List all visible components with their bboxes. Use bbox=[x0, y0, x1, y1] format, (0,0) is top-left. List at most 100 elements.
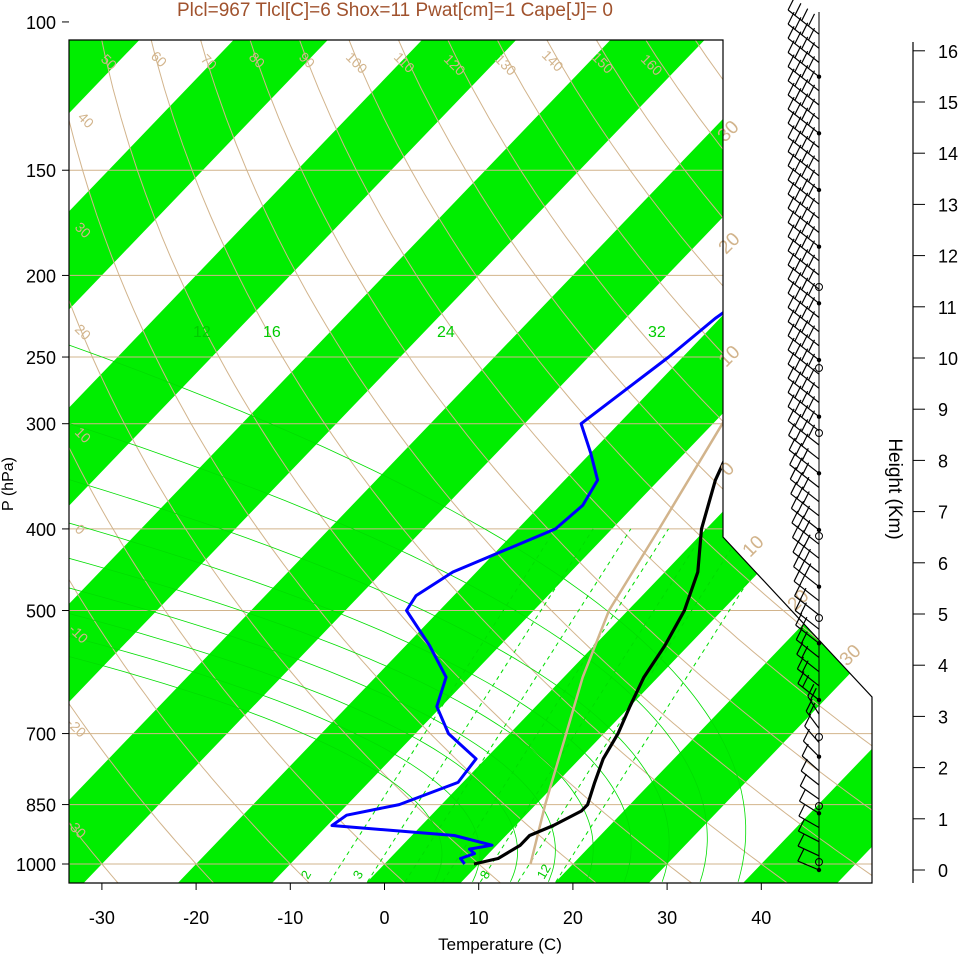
wind-level-dot bbox=[816, 641, 822, 646]
wind-barb bbox=[795, 624, 820, 644]
moist-adiabat-label: 12 bbox=[193, 324, 211, 341]
pressure-tick-label: 300 bbox=[26, 415, 56, 435]
pressure-axis: 100 150 200 250 300 400 500 700 850 1000 bbox=[16, 13, 69, 875]
wind-barb bbox=[787, 406, 820, 432]
mixing-ratio-line bbox=[555, 528, 782, 883]
wind-level-dot bbox=[816, 187, 822, 193]
dry-adiabat bbox=[69, 40, 326, 883]
moist-adiabat bbox=[69, 326, 443, 882]
x-tick-label: 30 bbox=[657, 908, 677, 928]
pressure-tick-label: 400 bbox=[26, 520, 56, 540]
isotherm-label: 20 bbox=[715, 229, 745, 259]
wind-barb bbox=[787, 250, 820, 276]
x-tick-label: -20 bbox=[183, 908, 209, 928]
wind-barb bbox=[792, 537, 820, 559]
height-tick-label: 3 bbox=[938, 707, 948, 727]
moist-adiabat bbox=[69, 326, 594, 882]
wind-barb bbox=[787, 179, 820, 205]
wind-barb bbox=[787, 94, 820, 120]
height-tick-label: 7 bbox=[938, 503, 948, 523]
wind-barb bbox=[787, 335, 820, 361]
wind-barb bbox=[787, 222, 820, 248]
x-tick-label: -30 bbox=[89, 908, 115, 928]
wind-barb-feather bbox=[800, 758, 808, 772]
mixing-ratio-label: 12 bbox=[534, 861, 554, 881]
height-tick-label: 13 bbox=[938, 195, 958, 215]
wind-barb bbox=[788, 449, 820, 474]
wind-barb bbox=[797, 845, 820, 857]
wind-level-dot bbox=[816, 357, 822, 363]
wind-barb-feather bbox=[787, 0, 794, 11]
wind-barb bbox=[788, 434, 820, 460]
wind-level-dot bbox=[816, 527, 822, 533]
moist-adiabat bbox=[69, 326, 519, 882]
dry-adiabat bbox=[69, 40, 229, 883]
wind-level-circle bbox=[815, 283, 823, 291]
wind-level-dot bbox=[816, 414, 822, 419]
wind-barb bbox=[787, 9, 820, 35]
dry-adiabat bbox=[421, 40, 872, 883]
wind-barb bbox=[792, 551, 820, 573]
wind-barb bbox=[787, 137, 820, 163]
wind-level-circle bbox=[815, 364, 823, 372]
wind-barb bbox=[787, 165, 820, 191]
temperature-band bbox=[0, 0, 47, 899]
wind-barb-feather bbox=[801, 743, 809, 757]
height-tick-label: 2 bbox=[938, 759, 948, 779]
wind-barb bbox=[787, 377, 820, 403]
dry-adiabat bbox=[232, 40, 872, 883]
dry-adiabat bbox=[279, 40, 872, 883]
pressure-tick-label: 150 bbox=[26, 161, 56, 181]
wind-barb bbox=[794, 595, 820, 616]
moist-adiabat-lines bbox=[69, 326, 747, 882]
pressure-tick-label: 500 bbox=[26, 602, 56, 622]
moist-adiabat bbox=[69, 326, 747, 882]
moist-adiabat bbox=[69, 326, 556, 882]
wind-level-dot bbox=[816, 244, 822, 249]
temperature-band bbox=[69, 40, 801, 883]
wind-barb bbox=[789, 478, 820, 503]
x-axis-label: Temperature (C) bbox=[438, 935, 562, 954]
wind-level-dot bbox=[816, 867, 822, 873]
isotherm-label: 10 bbox=[739, 532, 769, 562]
wind-barb bbox=[787, 193, 820, 219]
height-axis-label: Height (Km) bbox=[884, 438, 905, 539]
wind-barb bbox=[802, 740, 820, 758]
dry-adiabat bbox=[90, 40, 713, 883]
mixing-ratio-line bbox=[366, 528, 594, 883]
pressure-tick-label: 1000 bbox=[16, 855, 56, 875]
moist-adiabat-label: 24 bbox=[437, 324, 455, 341]
wind-barb bbox=[787, 278, 820, 304]
wind-barb bbox=[793, 580, 820, 602]
dry-adiabat bbox=[69, 40, 520, 883]
wind-barb bbox=[797, 668, 820, 687]
temperature-curve bbox=[473, 40, 872, 866]
dry-adiabat-label: 140 bbox=[539, 47, 567, 75]
wind-barb bbox=[797, 860, 820, 871]
height-tick-label: 12 bbox=[938, 247, 958, 267]
temperature-band bbox=[69, 40, 424, 883]
wind-barb-feather bbox=[799, 773, 807, 787]
wind-barb bbox=[787, 264, 820, 290]
pressure-tick-label: 200 bbox=[26, 266, 56, 286]
wind-barb-feather bbox=[801, 8, 809, 21]
wind-level-circle bbox=[815, 802, 823, 810]
dry-adiabat bbox=[374, 40, 872, 883]
height-tick-label: 4 bbox=[938, 656, 948, 676]
wind-barb bbox=[789, 464, 820, 488]
temperature-axis: -30 -20 -10 0 10 20 30 40 bbox=[89, 883, 771, 928]
moist-adiabat bbox=[69, 326, 632, 882]
height-tick-label: 9 bbox=[938, 400, 948, 420]
wind-level-circle bbox=[815, 733, 823, 741]
height-tick-label: 16 bbox=[938, 42, 958, 62]
moist-adiabat-label: 32 bbox=[648, 324, 666, 341]
wind-barb-feather bbox=[798, 803, 806, 817]
wind-barb bbox=[787, 80, 820, 106]
wind-barb-feather bbox=[798, 788, 807, 802]
y-axis-label: P (hPa) bbox=[0, 457, 17, 511]
wind-barb-feather bbox=[797, 818, 805, 832]
pressure-tick-label: 100 bbox=[26, 13, 56, 33]
wind-barb-feather bbox=[809, 687, 817, 701]
